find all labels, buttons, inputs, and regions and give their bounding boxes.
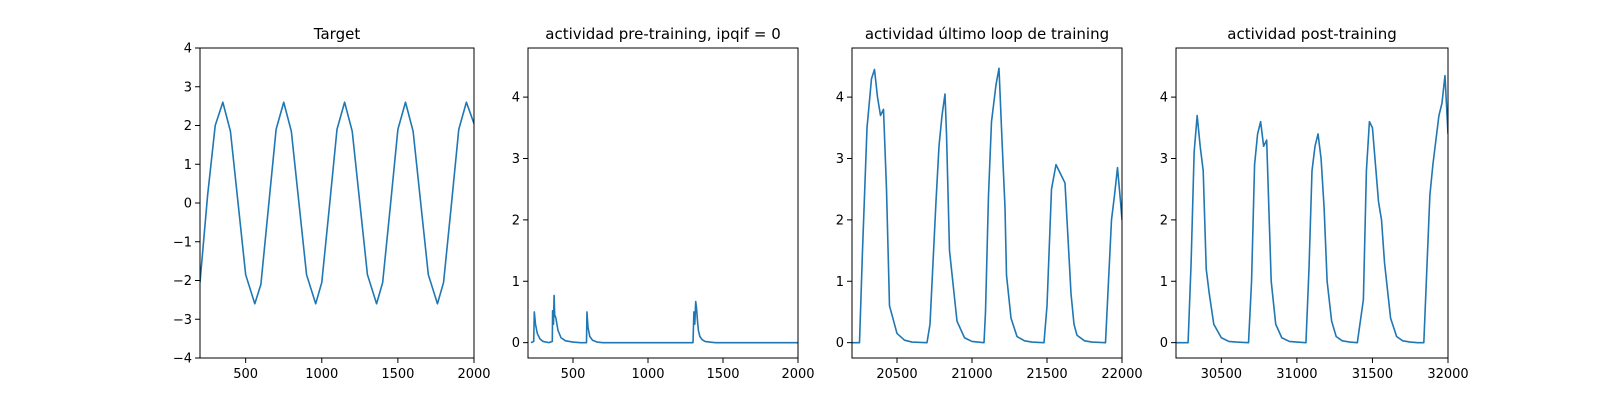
x-tick-label: 1000 bbox=[631, 367, 664, 382]
y-tick-label: 4 bbox=[836, 91, 844, 106]
axes-frame bbox=[851, 47, 1123, 359]
series-line bbox=[530, 294, 798, 344]
series-line bbox=[1176, 74, 1448, 344]
subplot-title: actividad último loop de training bbox=[865, 25, 1109, 43]
x-tick-label: 1500 bbox=[381, 367, 414, 382]
y-tick-label: 1 bbox=[184, 158, 192, 173]
y-tick-label: 3 bbox=[1160, 152, 1168, 167]
y-tick-label: 3 bbox=[836, 152, 844, 167]
y-tick-label: −2 bbox=[173, 274, 192, 289]
x-tick-label: 1500 bbox=[706, 367, 739, 382]
y-tick-label: −4 bbox=[173, 352, 192, 367]
x-tick-label: 31500 bbox=[1352, 367, 1393, 382]
y-tick-label: 1 bbox=[836, 275, 844, 290]
series-line bbox=[200, 101, 474, 305]
y-tick-label: −3 bbox=[173, 313, 192, 328]
axes-frame bbox=[199, 47, 475, 359]
subplot-2: 500 1000 1500 2000 0 1 2 3 4 actividad pre-traini… bbox=[512, 25, 815, 382]
x-tick-label: 31000 bbox=[1276, 367, 1317, 382]
y-tick-label: −1 bbox=[173, 235, 192, 250]
y-tick-label: 0 bbox=[512, 336, 520, 351]
x-tick-label: 32000 bbox=[1427, 367, 1468, 382]
y-tick-label: 3 bbox=[512, 152, 520, 167]
y-tick-label: 1 bbox=[1160, 275, 1168, 290]
y-tick-label: 2 bbox=[1160, 213, 1168, 228]
x-tick-label: 500 bbox=[561, 367, 586, 382]
x-tick-label: 21000 bbox=[951, 367, 992, 382]
x-tick-label: 2000 bbox=[457, 367, 490, 382]
subplot-1: 500 1000 1500 2000 −4 −3 −2 −1 0 1 2 3 4 Target bbox=[173, 25, 491, 382]
y-tick-label: 2 bbox=[836, 213, 844, 228]
x-tick-label: 500 bbox=[233, 367, 258, 382]
x-tick-label: 22000 bbox=[1101, 367, 1142, 382]
y-tick-label: 0 bbox=[184, 197, 192, 212]
y-tick-label: 4 bbox=[512, 91, 520, 106]
y-tick-label: 4 bbox=[184, 42, 192, 57]
subplot-title: actividad post-training bbox=[1227, 25, 1396, 43]
y-tick-label: 2 bbox=[512, 213, 520, 228]
y-tick-label: 3 bbox=[184, 80, 192, 95]
axes-frame bbox=[527, 47, 799, 359]
x-tick-label: 30500 bbox=[1201, 367, 1242, 382]
x-tick-label: 20500 bbox=[876, 367, 917, 382]
subplot-title: Target bbox=[313, 25, 361, 43]
y-tick-label: 0 bbox=[836, 336, 844, 351]
y-tick-label: 2 bbox=[184, 119, 192, 134]
x-tick-label: 1000 bbox=[305, 367, 338, 382]
axes-frame bbox=[1175, 47, 1449, 359]
y-tick-label: 0 bbox=[1160, 336, 1168, 351]
series-line bbox=[852, 67, 1122, 344]
y-tick-label: 4 bbox=[1160, 91, 1168, 106]
subplot-4: 30500 31000 31500 32000 0 1 2 3 4 actividad post-… bbox=[1160, 25, 1469, 382]
subplot-title: actividad pre-training, ipqif = 0 bbox=[545, 25, 781, 43]
x-tick-label: 2000 bbox=[781, 367, 814, 382]
subplot-3: 20500 21000 21500 22000 0 1 2 3 4 actividad últim… bbox=[836, 25, 1143, 382]
y-tick-label: 1 bbox=[512, 275, 520, 290]
x-tick-label: 21500 bbox=[1026, 367, 1067, 382]
